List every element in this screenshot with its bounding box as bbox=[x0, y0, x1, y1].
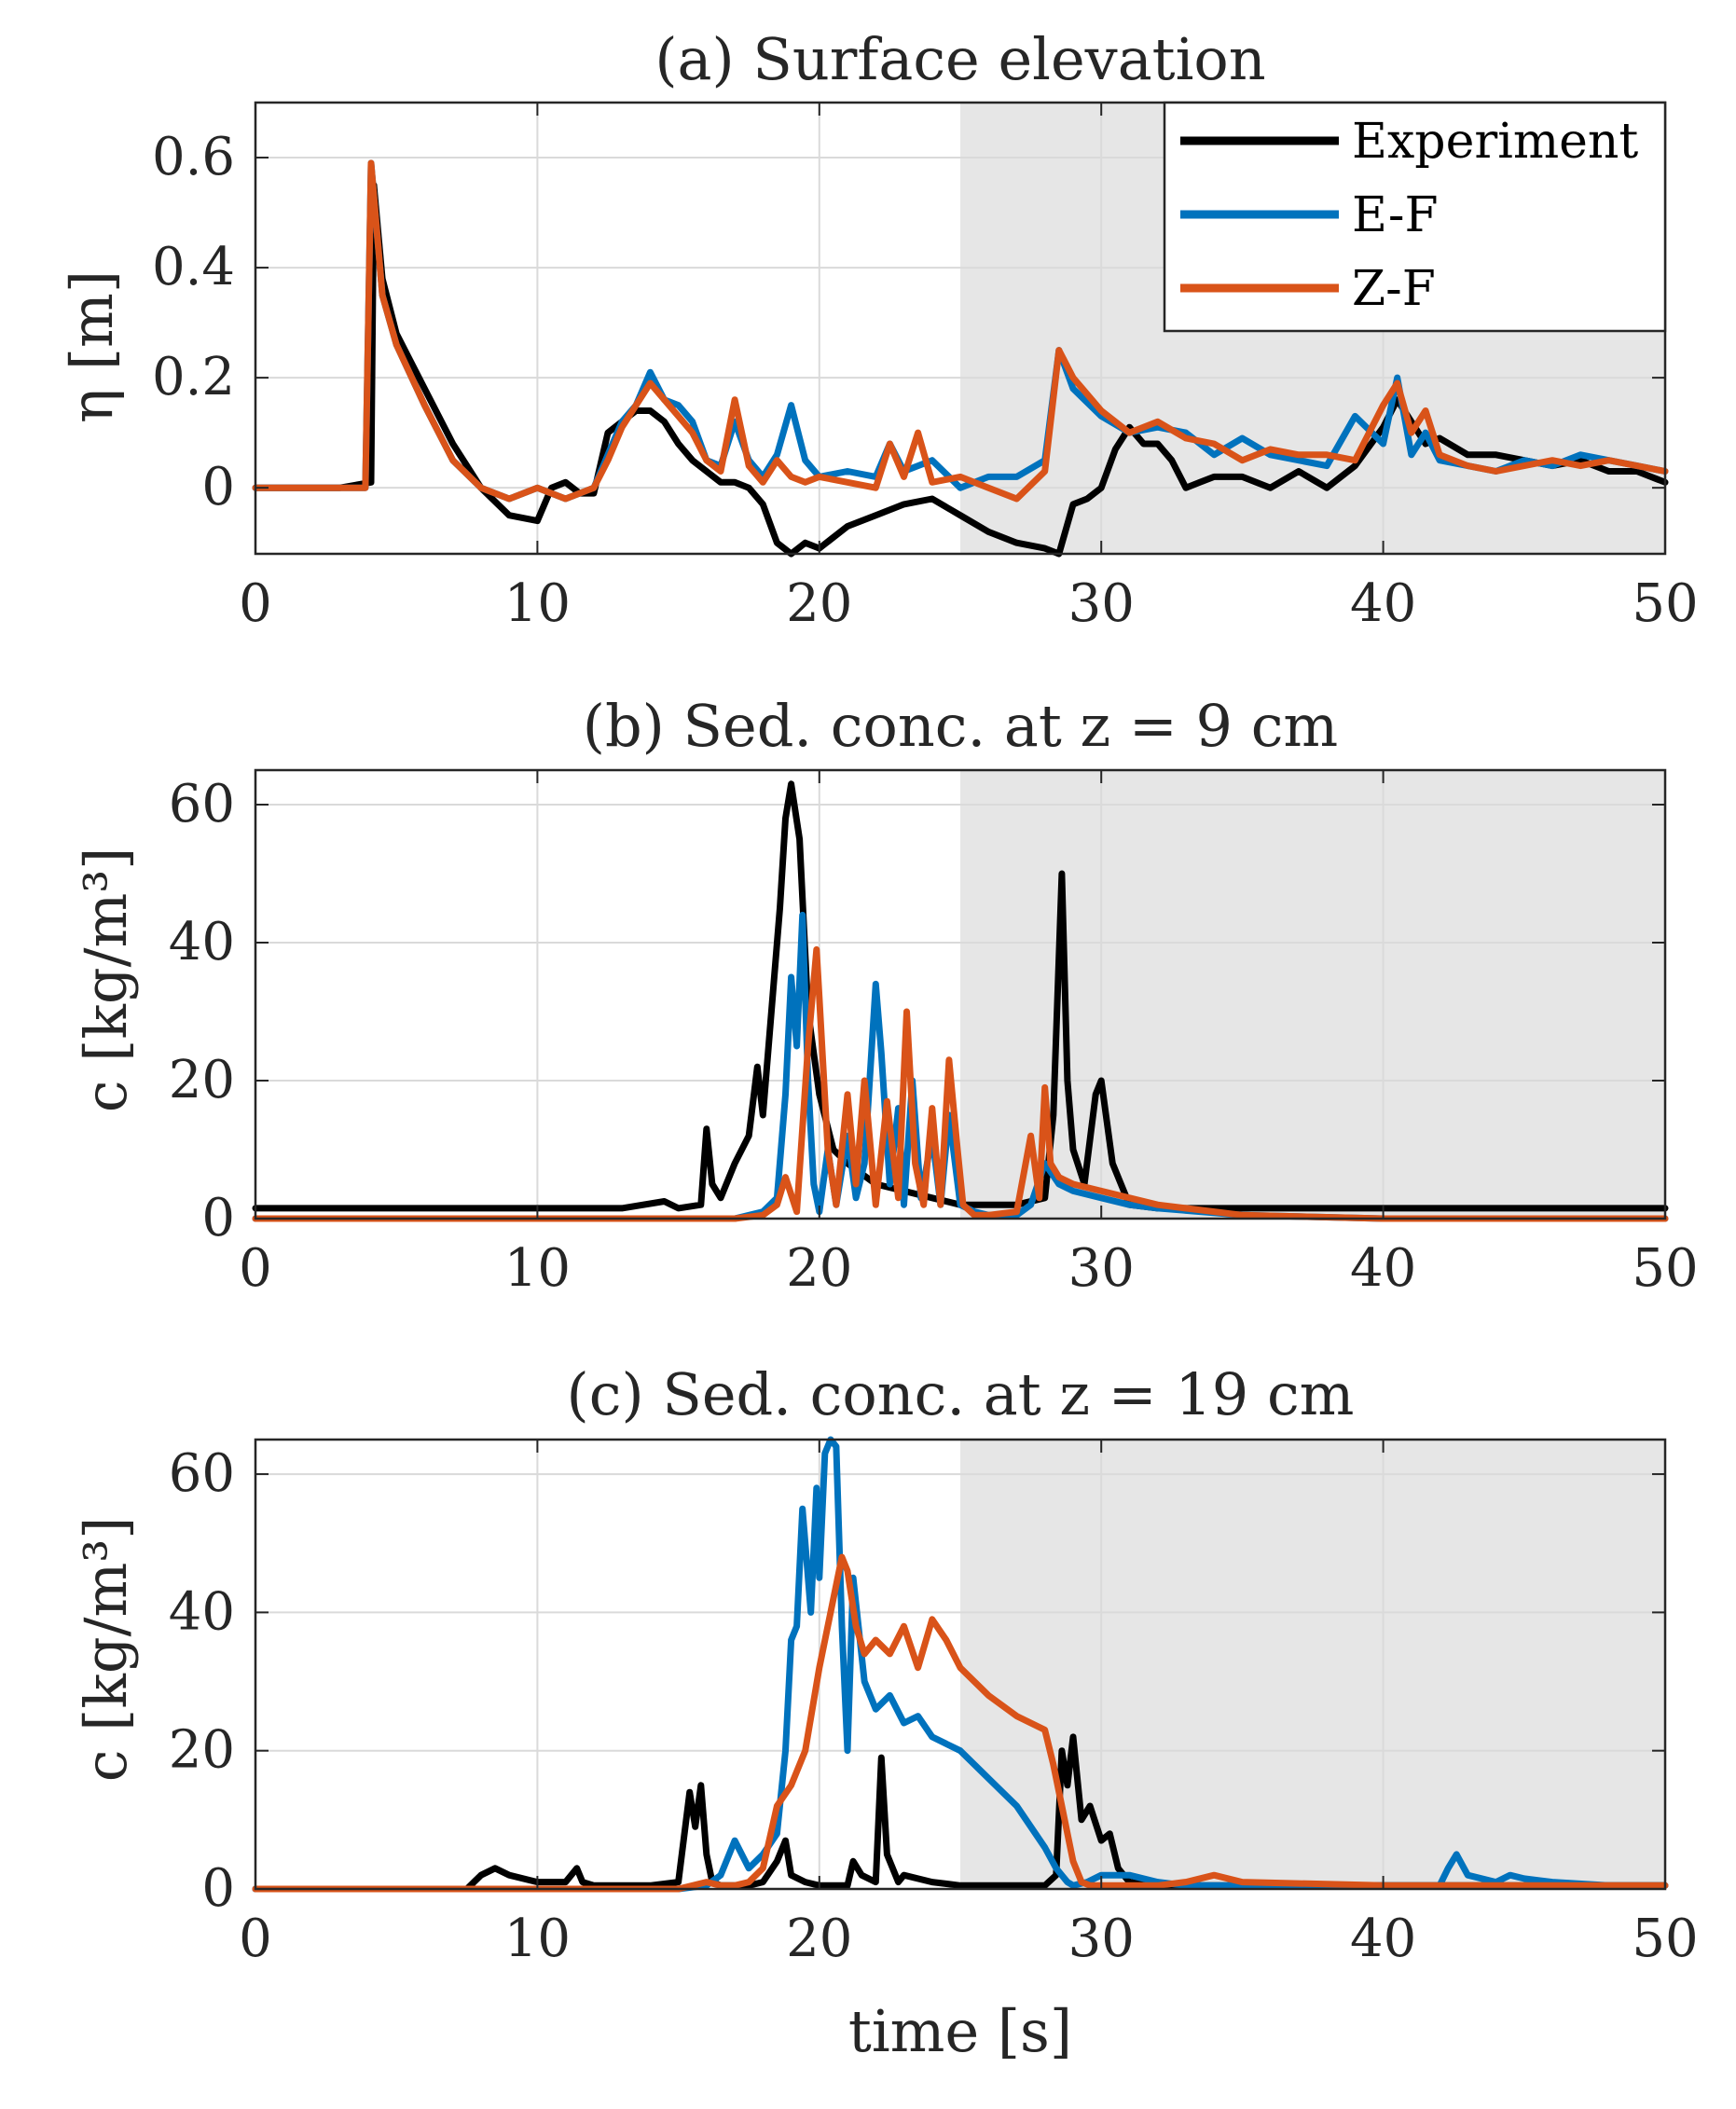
shaded-region bbox=[960, 770, 1665, 1219]
x-tick-label: 20 bbox=[786, 573, 852, 634]
x-tick-label: 50 bbox=[1632, 1909, 1698, 1969]
y-tick-label: 0 bbox=[201, 457, 235, 517]
panel-a-surface-elevation: (a) Surface elevation η [m] 0 10 20 30 40 500… bbox=[58, 25, 1699, 634]
y-tick-label: 60 bbox=[169, 1443, 235, 1504]
panel-b-axes bbox=[254, 768, 1667, 1220]
legend-label-zf: Z-F bbox=[1352, 261, 1436, 317]
series-line-zf bbox=[252, 159, 1669, 503]
x-tick-label: 20 bbox=[786, 1909, 852, 1969]
x-tick-label: 50 bbox=[1632, 573, 1698, 634]
y-tick-label: 40 bbox=[169, 912, 235, 972]
axes-box bbox=[254, 768, 1667, 1220]
y-tick-label: 0 bbox=[201, 1188, 235, 1248]
x-tick-label: 10 bbox=[504, 1909, 571, 1969]
legend-label-experiment: Experiment bbox=[1352, 114, 1638, 170]
axes-box bbox=[254, 1438, 1667, 1891]
x-tick-label: 20 bbox=[786, 1238, 852, 1299]
x-tick-label: 50 bbox=[1632, 1238, 1698, 1299]
x-axis-label: time [s] bbox=[848, 1997, 1072, 2065]
panel-a-title: (a) Surface elevation bbox=[654, 25, 1265, 93]
panel-c-sed-conc-19cm: (c) Sed. conc. at z = 19 cm c [kg/m³] 0 1… bbox=[72, 1360, 1699, 2065]
panel-b-ticks: 0 10 20 30 40 50 0 20 40 60 bbox=[169, 770, 1699, 1299]
series-line-ef bbox=[252, 1436, 1669, 1893]
x-tick-label: 0 bbox=[239, 573, 272, 634]
panel-b-ylabel: c [kg/m³] bbox=[72, 848, 140, 1113]
panel-c-ticks: 0 10 20 30 40 50 0 20 40 60 bbox=[169, 1440, 1699, 1969]
panel-b-sed-conc-9cm: (b) Sed. conc. at z = 9 cm c [kg/m³] 0 10… bbox=[72, 692, 1699, 1299]
x-tick-label: 10 bbox=[504, 573, 571, 634]
x-tick-label: 0 bbox=[239, 1909, 272, 1969]
x-tick-label: 10 bbox=[504, 1238, 571, 1299]
x-tick-label: 30 bbox=[1068, 1909, 1135, 1969]
panel-a-ylabel: η [m] bbox=[58, 270, 126, 423]
x-tick-label: 0 bbox=[239, 1238, 272, 1299]
panel-b-series bbox=[252, 780, 1669, 1222]
panel-c-title: (c) Sed. conc. at z = 19 cm bbox=[567, 1360, 1355, 1428]
y-tick-label: 0 bbox=[201, 1858, 235, 1919]
x-tick-label: 30 bbox=[1068, 1238, 1135, 1299]
panel-c-ylabel: c [kg/m³] bbox=[72, 1517, 140, 1783]
y-tick-label: 20 bbox=[169, 1050, 235, 1110]
y-tick-label: 0.4 bbox=[152, 237, 235, 297]
x-tick-label: 40 bbox=[1350, 1909, 1416, 1969]
legend: Experiment E-F Z-F bbox=[1163, 101, 1667, 333]
panel-a-ticks: 0 10 20 30 40 50 0 0.2 0.4 0.6 bbox=[152, 103, 1699, 634]
panel-c-series bbox=[252, 1436, 1669, 1893]
y-tick-label: 0.6 bbox=[152, 127, 235, 187]
series-line-experiment bbox=[252, 1733, 1669, 1893]
panel-b-title: (b) Sed. conc. at z = 9 cm bbox=[583, 692, 1338, 760]
y-tick-label: 40 bbox=[169, 1581, 235, 1642]
series-line-zf bbox=[252, 1553, 1669, 1893]
y-tick-label: 0.2 bbox=[152, 347, 235, 407]
y-tick-label: 20 bbox=[169, 1720, 235, 1781]
panel-c-axes bbox=[254, 1438, 1667, 1891]
series-line-zf bbox=[252, 945, 1669, 1222]
x-tick-label: 30 bbox=[1068, 573, 1135, 634]
x-tick-label: 40 bbox=[1350, 1238, 1416, 1299]
panel-b-shaded-region bbox=[960, 770, 1665, 1219]
y-tick-label: 60 bbox=[169, 774, 235, 834]
x-tick-label: 40 bbox=[1350, 573, 1416, 634]
legend-label-ef: E-F bbox=[1352, 187, 1439, 243]
panel-a-series bbox=[252, 159, 1669, 558]
